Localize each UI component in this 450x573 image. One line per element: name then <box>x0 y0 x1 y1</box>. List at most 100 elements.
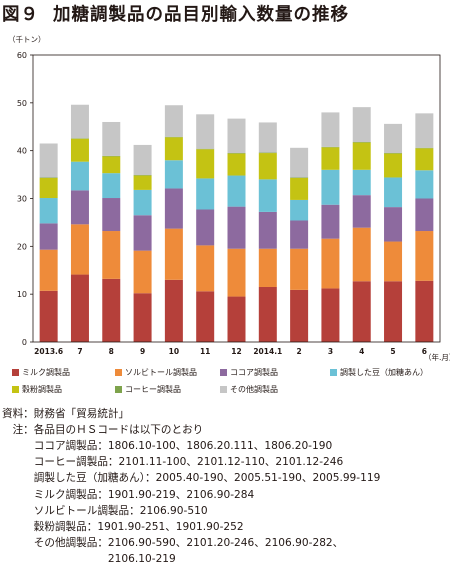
bar-segment <box>196 178 215 210</box>
bar-segment <box>321 238 340 289</box>
bar-segment <box>227 153 246 176</box>
note-line: ミルク調製品：1901.90-219、2106.90-284 <box>2 488 255 501</box>
bar-segment <box>102 231 121 279</box>
bar-segment <box>70 190 89 225</box>
y-axis-ticks: 0 10 20 30 40 50 60 <box>17 51 33 347</box>
legend-item: その他調製品 <box>220 384 278 395</box>
y-tick-label: 0 <box>22 338 27 347</box>
y-tick-label: 60 <box>17 51 27 60</box>
bar-segment <box>321 288 340 342</box>
bar-segment <box>384 281 403 342</box>
bar-segment <box>258 153 277 180</box>
figure-title-text: 加糖調製品の品目別輸入数量の推移 <box>53 5 349 25</box>
bar-segment <box>352 281 371 342</box>
legend-label: ココア調製品 <box>230 368 278 377</box>
bar-segment <box>227 296 246 342</box>
bar-segment <box>415 170 434 199</box>
legend-label: ミルク調製品 <box>22 368 70 377</box>
bar-segment <box>133 144 152 176</box>
bar-segment <box>39 223 58 250</box>
bar-segment <box>133 175 152 190</box>
legend-label: ソルビトール調製品 <box>125 368 197 377</box>
bar-segment <box>415 280 434 342</box>
x-tick-label: 7 <box>77 347 82 356</box>
bar-segment <box>70 138 89 162</box>
bar-segment <box>164 279 183 342</box>
bar-segment <box>196 245 215 292</box>
bar-segment <box>290 199 309 221</box>
bar-segment <box>39 290 58 342</box>
legend-label: 穀粉調製品 <box>22 385 62 394</box>
bar-segment <box>290 220 309 249</box>
figure-number: 図９ <box>2 5 39 25</box>
bar-segment <box>258 286 277 342</box>
legend-swatch <box>115 369 122 376</box>
bar-segment <box>384 123 403 154</box>
note-line: 資料：財務省「貿易統計」 <box>2 408 130 420</box>
legend-item: 調製した豆（加糖あん） <box>330 367 428 378</box>
legend-item: ソルビトール調製品 <box>115 367 197 378</box>
x-tick-label: 12 <box>231 347 241 356</box>
bar-segment <box>415 113 434 148</box>
figure-title: 図９ 加糖調製品の品目別輸入数量の推移 <box>2 2 349 28</box>
bar-segment <box>227 175 246 207</box>
x-tick-label: 2014.1 <box>253 347 282 356</box>
y-tick-label: 40 <box>17 147 27 156</box>
note-line: 穀粉調製品：1901.90-251、1901.90-252 <box>2 520 244 533</box>
bar-segment <box>227 206 246 249</box>
y-tick-label: 20 <box>17 242 27 251</box>
x-axis-unit-label: （年.月） <box>424 352 450 362</box>
bar-segment <box>258 211 277 249</box>
bar-segment <box>70 161 89 191</box>
bar-segment <box>102 156 121 174</box>
bar-series-group <box>39 104 434 342</box>
note-line: 調製した豆（加糖あん）：2005.40-190、2005.51-190、2005… <box>2 472 381 485</box>
bar-segment <box>290 289 309 342</box>
bar-segment <box>102 198 121 232</box>
note-line: 注：各品目のＨＳコードは以下のとおり <box>2 424 204 437</box>
bar-segment <box>70 224 89 275</box>
bar-segment <box>133 215 152 251</box>
x-axis-ticks: 2013.6 7 8 9 10 11 12 2014.1 2 3 4 5 6 <box>34 347 427 356</box>
note-line: コーヒー調製品：2101.11-100、2101.12-110、2101.12-… <box>2 456 344 469</box>
legend-label: その他調製品 <box>230 385 278 394</box>
x-tick-label: 8 <box>109 347 114 356</box>
bar-segment <box>196 149 215 179</box>
legend-item: ミルク調製品 <box>12 367 70 378</box>
bar-segment <box>290 248 309 290</box>
bar-segment <box>39 198 58 224</box>
y-tick-label: 50 <box>17 99 27 108</box>
bar-segment <box>39 143 58 178</box>
bar-segment <box>164 188 183 229</box>
legend-swatch <box>220 386 227 393</box>
y-axis-unit-label: （千トン） <box>8 34 46 44</box>
legend-label: コーヒー調製品 <box>125 385 181 394</box>
bar-segment <box>164 160 183 189</box>
bar-segment <box>352 195 371 228</box>
bar-segment <box>415 148 434 171</box>
bar-segment <box>290 177 309 200</box>
bar-segment <box>196 291 215 342</box>
bar-segment <box>39 249 58 291</box>
legend-swatch <box>115 386 122 393</box>
bar-segment <box>164 105 183 137</box>
x-tick-label: 2013.6 <box>34 347 63 356</box>
x-tick-label: 6 <box>422 347 427 356</box>
legend-item: 穀粉調製品 <box>12 384 62 395</box>
y-tick-label: 10 <box>17 290 27 299</box>
bar-segment <box>133 293 152 342</box>
note-line: その他調製品：2106.90-590、2101.20-246、2106.90-2… <box>2 536 344 549</box>
legend-item: コーヒー調製品 <box>115 384 181 395</box>
bar-segment <box>321 147 340 170</box>
bar-segment <box>321 204 340 239</box>
bar-segment <box>102 121 121 156</box>
plot-frame <box>32 54 441 343</box>
bar-segment <box>258 179 277 212</box>
bar-segment <box>133 189 152 216</box>
legend-swatch <box>12 369 19 376</box>
bar-segment <box>384 207 403 242</box>
y-tick-label: 30 <box>17 195 27 204</box>
bar-segment <box>70 274 89 342</box>
note-line: ココア調製品：1806.10-100、1806.20.111、1806.20-1… <box>2 440 333 453</box>
bar-segment <box>39 177 58 199</box>
